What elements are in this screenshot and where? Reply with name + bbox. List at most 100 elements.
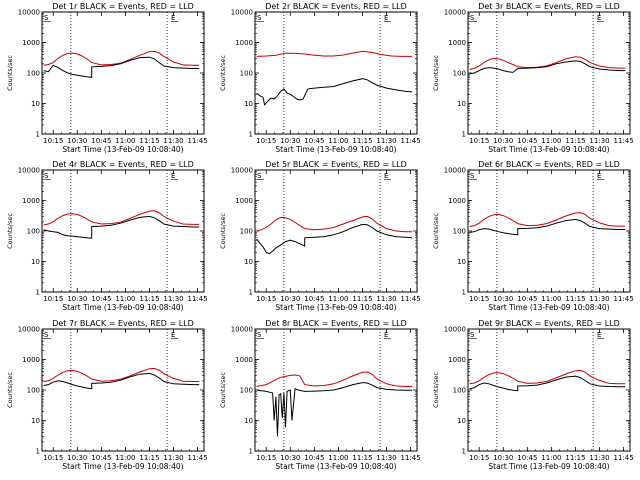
y-tick-label: 1: [462, 289, 466, 297]
end-marker: E: [171, 172, 175, 180]
x-axis-label: Start Time (13-Feb-09 10:08:40): [62, 462, 183, 471]
x-tick-label: 10:15: [43, 295, 63, 303]
end-marker: E: [171, 14, 175, 22]
y-tick-label: 100: [240, 387, 253, 395]
start-marker: S: [257, 14, 262, 22]
y-tick-label: 1000: [448, 356, 466, 364]
x-tick-label: 11:30: [163, 137, 183, 145]
x-tick-label: 10:15: [43, 137, 63, 145]
start-marker: S: [44, 172, 49, 180]
series-line-lld: [469, 369, 626, 385]
start-marker: S: [44, 331, 49, 339]
y-tick-label: 10: [457, 417, 466, 425]
plot-frame: [254, 11, 418, 135]
series-line-lld: [256, 371, 413, 387]
plot-frame: [254, 169, 418, 293]
y-axis-label: Counts/sec: [432, 372, 440, 408]
x-tick-label: 11:45: [400, 295, 420, 303]
y-tick-label: 100: [27, 387, 40, 395]
y-tick-label: 10000: [231, 167, 253, 175]
x-tick-label: 10:30: [280, 295, 300, 303]
plot-frame: [41, 328, 205, 452]
x-tick-label: 10:45: [304, 137, 324, 145]
x-tick-label: 11:00: [115, 137, 135, 145]
y-tick-label: 10: [457, 100, 466, 108]
x-tick-label: 11:30: [163, 295, 183, 303]
y-tick-label: 10000: [444, 9, 466, 17]
y-tick-label: 10000: [18, 167, 40, 175]
y-tick-label: 100: [27, 228, 40, 236]
x-tick-label: 11:30: [163, 454, 183, 462]
x-tick-label: 11:45: [400, 454, 420, 462]
y-tick-label: 1: [249, 131, 253, 139]
chart-title: Det 7r BLACK = Events, RED = LLD: [52, 319, 194, 328]
y-tick-label: 1: [462, 131, 466, 139]
series-line-lld: [256, 215, 413, 233]
series-line-lld: [469, 212, 626, 227]
chart-title: Det 2r BLACK = Events, RED = LLD: [265, 2, 407, 11]
y-tick-label: 10000: [444, 167, 466, 175]
x-tick-label: 10:30: [493, 454, 513, 462]
series-line-events: [43, 372, 200, 390]
y-tick-label: 10: [244, 258, 253, 266]
end-marker: E: [384, 331, 388, 339]
y-tick-label: 1000: [22, 356, 40, 364]
x-tick-label: 10:30: [67, 137, 87, 145]
x-tick-label: 11:45: [187, 454, 207, 462]
y-tick-label: 10: [31, 100, 40, 108]
plot-frame: [41, 11, 205, 135]
x-axis-label: Start Time (13-Feb-09 10:08:40): [488, 462, 609, 471]
chart-title: Det 5r BLACK = Events, RED = LLD: [265, 160, 407, 169]
y-tick-label: 10: [31, 417, 40, 425]
x-tick-label: 11:45: [613, 137, 633, 145]
y-tick-label: 1000: [235, 197, 253, 205]
start-marker: S: [470, 172, 475, 180]
x-tick-label: 10:30: [493, 295, 513, 303]
x-tick-label: 10:15: [256, 137, 276, 145]
y-tick-label: 1: [249, 448, 253, 456]
x-tick-label: 11:30: [376, 454, 396, 462]
chart-panel-1: Det 1r BLACK = Events, RED = LLD 1 10 100 10…: [6, 2, 208, 154]
x-tick-label: 11:00: [541, 137, 561, 145]
start-marker: S: [470, 331, 475, 339]
y-axis-label: Counts/sec: [219, 372, 227, 408]
y-tick-label: 100: [27, 70, 40, 78]
x-tick-label: 11:00: [328, 137, 348, 145]
x-tick-label: 11:30: [376, 137, 396, 145]
x-tick-label: 11:45: [187, 137, 207, 145]
x-tick-label: 10:45: [517, 454, 537, 462]
series-line-events: [469, 375, 626, 392]
y-axis-label: Counts/sec: [6, 55, 14, 91]
y-tick-label: 1000: [22, 39, 40, 47]
plot-frame: [467, 328, 631, 452]
y-tick-label: 1: [36, 448, 40, 456]
x-tick-label: 11:00: [541, 454, 561, 462]
chart-title: Det 8r BLACK = Events, RED = LLD: [265, 319, 407, 328]
end-marker: E: [384, 172, 388, 180]
x-axis-label: Start Time (13-Feb-09 10:08:40): [275, 145, 396, 154]
series-line-events: [256, 78, 413, 107]
y-tick-label: 10000: [444, 326, 466, 334]
x-tick-label: 10:30: [67, 295, 87, 303]
y-tick-label: 100: [453, 387, 466, 395]
x-axis-label: Start Time (13-Feb-09 10:08:40): [488, 145, 609, 154]
series-line-lld: [43, 50, 200, 66]
x-tick-label: 11:15: [565, 295, 585, 303]
x-tick-label: 11:45: [187, 295, 207, 303]
series-line-events: [256, 382, 413, 437]
plot-frame: [467, 169, 631, 293]
series-line-lld: [43, 367, 200, 382]
x-tick-label: 11:00: [541, 295, 561, 303]
y-tick-label: 10: [457, 258, 466, 266]
chart-panel-7: Det 7r BLACK = Events, RED = LLD 1 10 100 10…: [6, 319, 208, 471]
y-tick-label: 1: [462, 448, 466, 456]
end-marker: E: [597, 172, 601, 180]
x-tick-label: 11:30: [589, 295, 609, 303]
x-tick-label: 10:15: [469, 295, 489, 303]
x-tick-label: 10:15: [43, 454, 63, 462]
y-tick-label: 1: [36, 289, 40, 297]
y-tick-label: 1000: [448, 197, 466, 205]
x-tick-label: 10:30: [493, 137, 513, 145]
x-tick-label: 10:45: [517, 295, 537, 303]
